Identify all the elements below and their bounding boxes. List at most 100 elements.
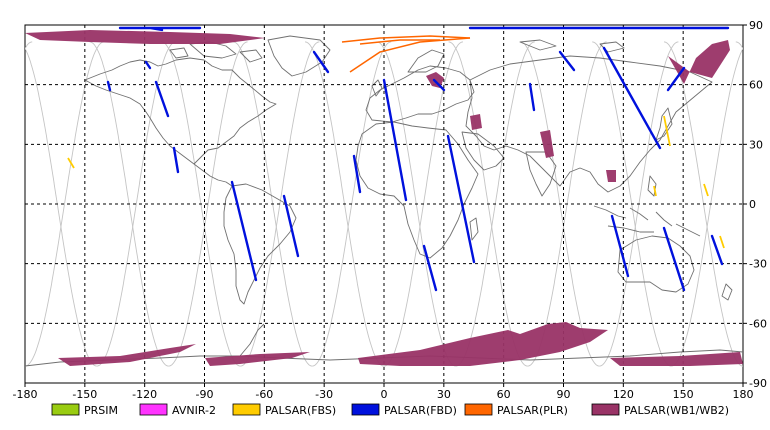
wb-swath-india: [540, 130, 554, 158]
arabia-coastline: [461, 131, 505, 171]
legend-label: AVNIR-2: [172, 404, 216, 417]
fbd-swath-7: [282, 194, 300, 258]
fbs-swath-5: [719, 235, 725, 249]
madagascar-coastline: [469, 217, 479, 241]
orbit-track: [168, 41, 248, 367]
greenland-coastline: [267, 35, 331, 77]
fbs-swaths: [67, 115, 725, 249]
legend-swatch: [351, 403, 380, 416]
orbit-track: [96, 41, 176, 367]
plot-frame: [24, 24, 744, 384]
wb-swath-arctic-west: [25, 30, 265, 44]
fbd-swath-14: [528, 82, 536, 112]
x-tick-label: 180: [733, 388, 754, 401]
plr-swath-2: [349, 37, 471, 73]
legend-swatch: [591, 403, 620, 416]
x-tick-label: 90: [557, 388, 571, 401]
x-tick-label: -150: [72, 388, 97, 401]
wb-swath-antarctic-1: [58, 344, 196, 366]
fbd-swath-6: [230, 180, 258, 282]
fbd-swath-4: [154, 80, 170, 118]
orbit-track: [25, 41, 104, 367]
x-tick-label: 60: [497, 388, 511, 401]
fbd-swath-15: [558, 50, 576, 72]
y-tick-label: -60: [749, 317, 767, 330]
y-tick-label: 90: [749, 19, 763, 32]
wb-swath-antarctic-4: [610, 352, 743, 366]
legend-label: PALSAR(FBD): [384, 404, 457, 417]
fbd-swath-9: [352, 154, 362, 194]
x-tick-label: -120: [132, 388, 157, 401]
south-america-coastline: [223, 183, 297, 305]
british-isles-coastline: [371, 79, 383, 97]
wb-swath-china: [606, 170, 616, 182]
legend-item: AVNIR-2: [139, 403, 216, 417]
legend-swatch: [232, 403, 261, 416]
indonesia-coastline: [593, 205, 701, 237]
fbd-swath-2: [144, 60, 152, 70]
x-tick-label: -60: [255, 388, 273, 401]
x-tick-label: 0: [381, 388, 388, 401]
legend-item: PALSAR(PLR): [464, 403, 568, 417]
y-tick-label: -90: [749, 377, 767, 390]
philippines-coastline: [647, 175, 657, 197]
africa-coastline: [355, 121, 479, 259]
legend-swatch: [51, 403, 80, 416]
x-tick-label: 150: [673, 388, 694, 401]
europe-coastline: [365, 65, 475, 123]
fbd-swath-10: [382, 78, 408, 202]
fbd-swath-11: [446, 134, 476, 264]
legend-item: PALSAR(FBS): [232, 403, 336, 417]
fbd-swaths: [106, 26, 730, 292]
new-zealand-coastline: [721, 283, 733, 301]
fbd-swath-20: [666, 66, 686, 92]
scandinavia-coastline: [407, 49, 445, 73]
wb-swath-antarctic-3: [358, 322, 608, 366]
legend-label: PALSAR(FBS): [265, 404, 336, 417]
legend-item: PALSAR(FBD): [351, 403, 457, 417]
antarctic-peninsula-coastline: [239, 323, 265, 357]
orbit-track: [0, 42, 25, 366]
fbd-swath-12: [422, 244, 438, 292]
x-tick-label: -30: [315, 388, 333, 401]
plr-swath-1: [341, 35, 471, 43]
fbs-swath-3: [653, 185, 657, 197]
x-tick-label: -90: [196, 388, 214, 401]
legend-label: PALSAR(PLR): [497, 404, 568, 417]
wb-swath-antarctic-2: [205, 352, 310, 366]
y-tick-label: 30: [749, 138, 763, 151]
wb-swath-iran: [470, 114, 482, 130]
legend: PRSIM AVNIR-2 PALSAR(FBS) PALSAR(FBD) PALSAR…: [51, 403, 729, 417]
x-axis-ticks: -180 -150 -120 -90 -60 -30 0 30 60 90 120 150 180: [13, 383, 754, 401]
japan-coastline: [655, 107, 673, 141]
fbs-swath-1: [67, 157, 75, 169]
fbd-swath-19: [710, 234, 724, 266]
fbd-swath-1: [118, 26, 202, 32]
north-america-coastline: [84, 57, 277, 165]
x-tick-label: -180: [13, 388, 38, 401]
fbd-swath-3: [106, 80, 112, 92]
fbd-swath-5: [172, 146, 180, 174]
asia-coastline: [465, 55, 713, 193]
fbd-swath-18: [662, 226, 686, 292]
legend-swatch: [139, 403, 168, 416]
x-tick-label: 30: [437, 388, 451, 401]
fbd-swath-13: [432, 78, 446, 92]
y-tick-label: 0: [749, 198, 756, 211]
wb-swaths: [25, 30, 743, 366]
legend-label: PRSIM: [84, 404, 118, 417]
wb-swath-arctic-east: [668, 40, 730, 84]
x-tick-label: 120: [613, 388, 634, 401]
fbd-swath-8: [312, 50, 330, 74]
central-america-coastline: [193, 163, 233, 187]
fbs-swath-2: [663, 115, 671, 147]
plr-swath-3: [359, 39, 440, 45]
legend-item: PRSIM: [51, 403, 118, 417]
y-axis-ticks: 90 60 30 0 -30 -60 -90: [743, 19, 767, 390]
fbd-swath-16: [602, 46, 662, 150]
plr-swaths: [341, 35, 471, 73]
australia-coastline: [617, 235, 695, 293]
legend-swatch: [464, 403, 493, 416]
y-tick-label: -30: [749, 258, 767, 271]
